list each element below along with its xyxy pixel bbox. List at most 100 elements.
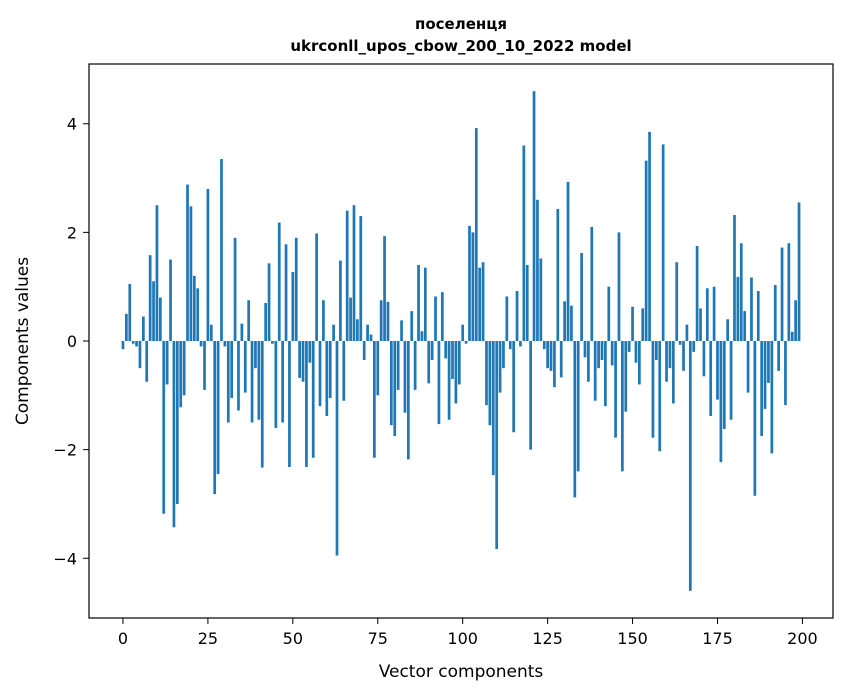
bar-component-186: [753, 341, 757, 496]
y-axis-label: Components values: [13, 257, 33, 425]
bar-component-84: [406, 341, 410, 460]
bar-component-132: [570, 305, 573, 341]
bar-component-80: [393, 341, 397, 437]
bar-component-99: [457, 341, 461, 385]
bar-component-36: [243, 341, 247, 393]
bar-component-90: [427, 341, 431, 384]
bar-component-155: [648, 131, 651, 341]
bar-component-183: [743, 311, 747, 341]
bar-component-101: [464, 341, 468, 344]
bar-component-194: [780, 247, 784, 341]
bar-component-98: [454, 341, 458, 404]
bar-component-39: [254, 341, 257, 369]
bars-group: [121, 91, 801, 591]
bar-component-15: [172, 341, 176, 528]
bar-component-82: [400, 320, 403, 341]
bar-component-79: [389, 341, 393, 426]
bar-component-125: [546, 341, 549, 369]
bar-component-128: [556, 209, 560, 341]
bar-component-154: [644, 160, 648, 341]
bar-component-44: [271, 341, 274, 344]
bar-component-133: [573, 341, 577, 498]
bar-component-20: [189, 206, 193, 341]
bar-component-117: [519, 341, 522, 347]
bar-component-175: [716, 341, 719, 400]
bar-component-182: [739, 243, 743, 341]
bar-component-158: [658, 341, 662, 452]
x-tick-label: 25: [198, 629, 218, 648]
bar-component-122: [536, 199, 539, 341]
bar-component-160: [665, 341, 668, 382]
bar-component-135: [580, 253, 583, 341]
bar-component-11: [158, 297, 162, 341]
bar-component-50: [291, 272, 295, 341]
bar-component-153: [641, 308, 645, 341]
bar-component-40: [257, 341, 261, 420]
bar-component-57: [315, 233, 318, 341]
chart-title: поселенця: [415, 15, 507, 33]
bar-component-61: [328, 341, 332, 399]
bar-component-110: [495, 341, 499, 550]
bar-component-142: [604, 341, 607, 407]
bar-component-76: [379, 300, 383, 341]
bar-component-43: [267, 263, 271, 341]
bar-component-181: [736, 276, 740, 341]
bar-component-8: [148, 255, 152, 341]
bar-component-163: [675, 262, 679, 341]
bar-component-195: [784, 341, 787, 406]
bar-component-106: [481, 262, 485, 341]
bar-component-102: [468, 225, 471, 341]
bar-component-32: [230, 341, 234, 399]
x-axis-ticks: 0 25 50 75 100 125 150 175 200: [118, 618, 818, 648]
bar-component-179: [729, 341, 733, 420]
bar-component-150: [631, 306, 634, 341]
bar-component-63: [335, 341, 339, 556]
bar-component-7: [145, 341, 149, 382]
bar-component-100: [461, 324, 465, 341]
bar-component-41: [260, 341, 264, 468]
bar-component-176: [719, 341, 723, 463]
bar-component-96: [447, 341, 451, 420]
bar-component-91: [430, 341, 434, 361]
bar-component-173: [709, 341, 713, 416]
bar-component-1: [125, 313, 128, 341]
bar-component-74: [373, 341, 376, 458]
bar-component-130: [563, 301, 566, 341]
bar-component-174: [712, 286, 716, 341]
bar-component-97: [451, 341, 454, 380]
bar-component-67: [349, 297, 352, 341]
bar-component-10: [155, 205, 159, 341]
bar-component-124: [542, 341, 546, 350]
bar-component-180: [733, 214, 736, 341]
bar-component-27: [213, 341, 217, 495]
bar-component-5: [138, 341, 142, 369]
bar-component-65: [342, 341, 346, 401]
bar-component-72: [366, 324, 369, 341]
bar-component-152: [637, 341, 641, 385]
bar-component-139: [593, 341, 597, 401]
bar-component-78: [386, 301, 390, 341]
bar-component-192: [773, 285, 777, 341]
bar-component-88: [420, 331, 424, 341]
bar-component-136: [583, 341, 587, 358]
bar-component-151: [634, 341, 638, 363]
bar-component-24: [203, 341, 206, 390]
bar-component-60: [325, 341, 329, 416]
bar-component-45: [274, 341, 278, 428]
bar-component-4: [135, 341, 138, 347]
bar-component-85: [410, 311, 414, 341]
x-tick-label: 150: [617, 629, 648, 648]
bar-component-18: [182, 341, 186, 396]
x-tick-label: 175: [702, 629, 733, 648]
bar-component-94: [440, 292, 444, 341]
bar-component-164: [678, 341, 682, 345]
bar-component-35: [240, 323, 244, 341]
bar-component-116: [515, 291, 519, 341]
bar-component-3: [131, 341, 135, 344]
bar-component-111: [498, 341, 502, 393]
bar-component-126: [549, 341, 553, 371]
bar-component-137: [587, 341, 590, 382]
bar-component-29: [220, 159, 223, 341]
bar-component-131: [566, 181, 570, 341]
